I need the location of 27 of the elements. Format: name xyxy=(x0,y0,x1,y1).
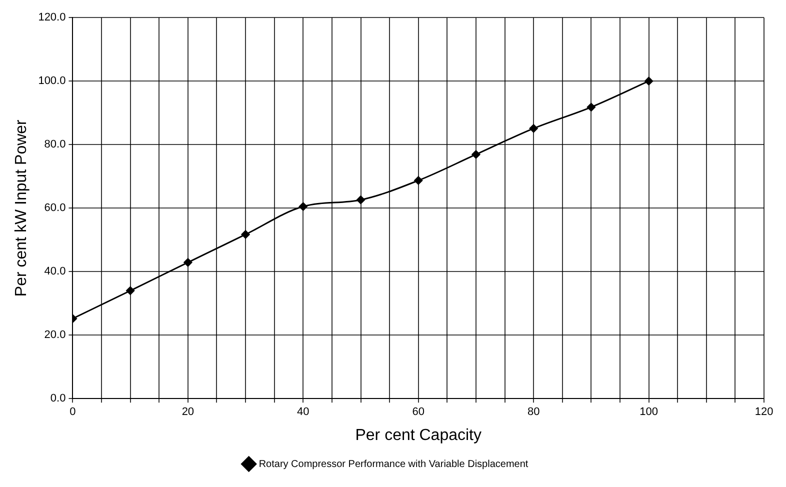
point xyxy=(414,176,423,185)
point xyxy=(184,258,192,267)
y-tick-label: 80.0 xyxy=(44,138,66,151)
x-tick-label: 100 xyxy=(640,406,658,418)
x-tick-label: 40 xyxy=(297,406,310,418)
y-tick-label: 100.0 xyxy=(38,75,66,88)
y-tick-label: 60.0 xyxy=(44,202,66,214)
y-tick-label: 20.0 xyxy=(44,329,66,342)
y-axis-title: Per cent kW Input Power xyxy=(13,118,30,297)
x-tick-label: 120 xyxy=(754,406,774,418)
legend-label: Rotary Compressor Performance with Variable Displacement xyxy=(258,458,528,470)
x-tick-label: 20 xyxy=(182,406,194,418)
y-tick-label: 40.0 xyxy=(44,266,66,278)
point xyxy=(529,124,538,133)
point xyxy=(586,102,596,112)
x-tick-label: 60 xyxy=(412,406,424,418)
point xyxy=(644,76,654,86)
point xyxy=(298,202,308,211)
y-tick-label: 120.0 xyxy=(38,12,66,24)
point xyxy=(241,230,250,239)
x-axis-title: Per cent Capacity xyxy=(355,426,482,444)
point xyxy=(126,286,135,295)
y-tick-label: 0.0 xyxy=(50,392,66,405)
point xyxy=(356,196,366,204)
point xyxy=(472,150,480,159)
x-tick-label: 0 xyxy=(70,406,76,418)
x-tick-label: 80 xyxy=(527,406,540,418)
